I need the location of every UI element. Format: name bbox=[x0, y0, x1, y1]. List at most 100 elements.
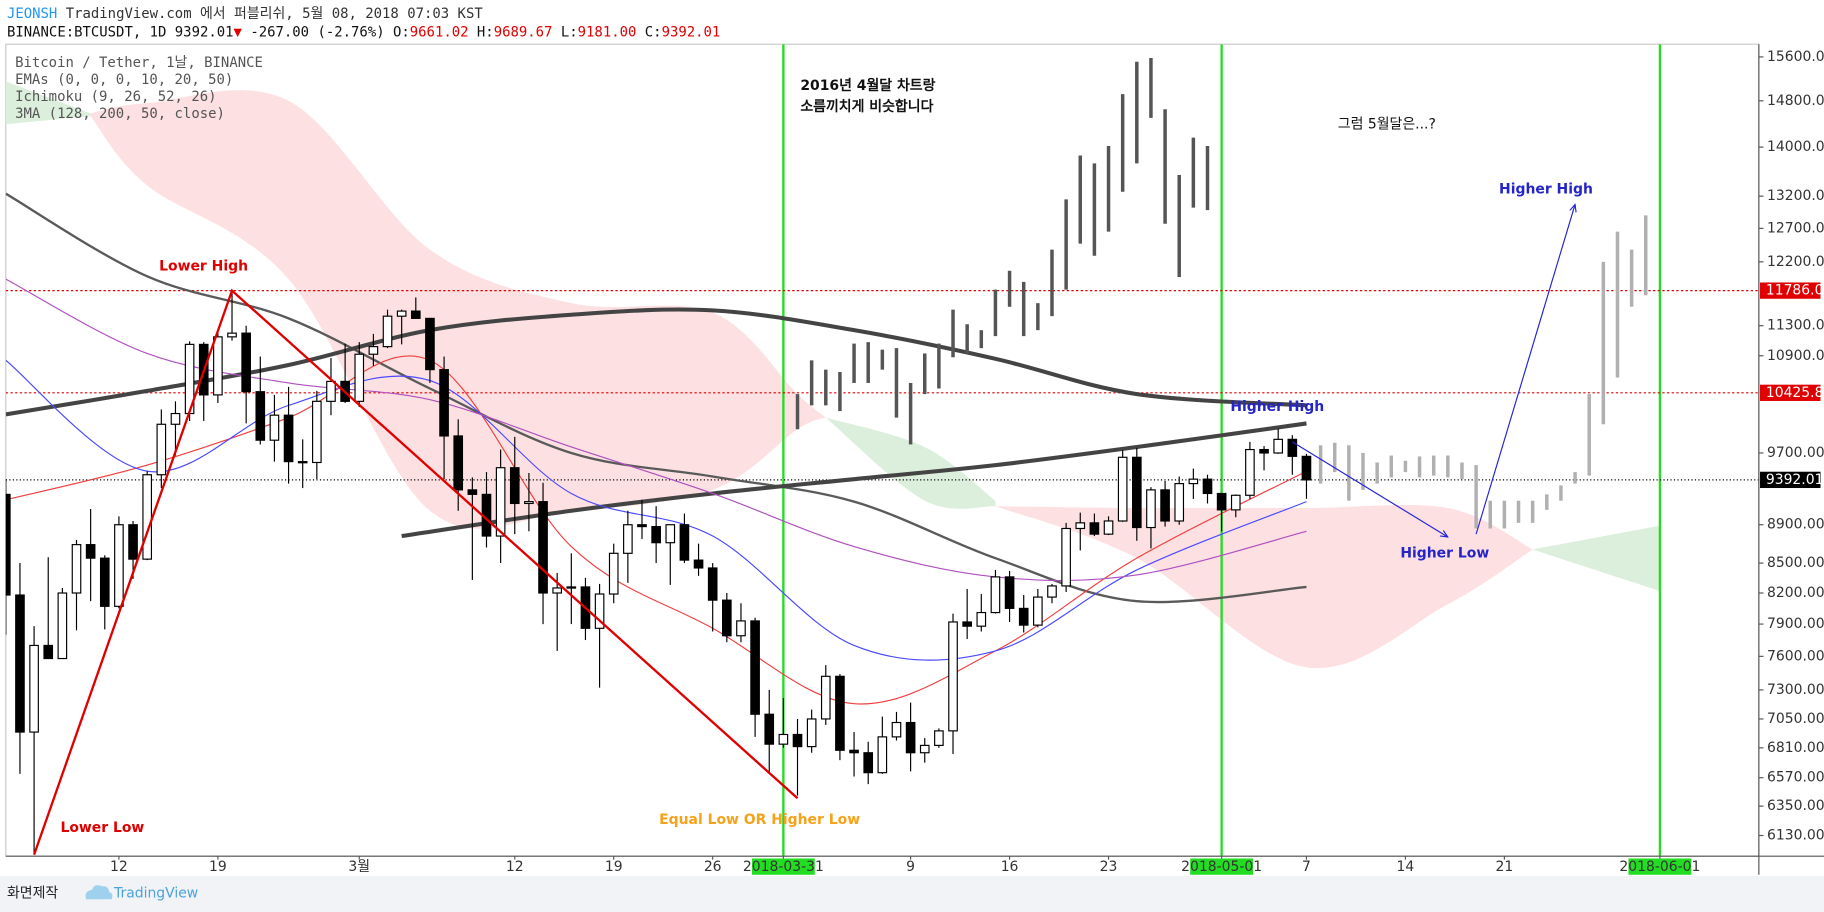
y-tick-label: 8500.00 bbox=[1767, 555, 1824, 571]
x-tick-label: 21 bbox=[1496, 859, 1514, 875]
y-tick-label: 6350.00 bbox=[1767, 798, 1824, 814]
y-tick-label: 11300.00 bbox=[1767, 318, 1824, 334]
candle-body bbox=[269, 414, 280, 441]
candle-body bbox=[1117, 456, 1128, 522]
moving-average bbox=[5, 307, 1307, 417]
candle-body bbox=[623, 524, 633, 554]
candle-body bbox=[976, 611, 987, 627]
candle-body bbox=[736, 620, 746, 637]
candle-body bbox=[849, 749, 859, 754]
candle-body bbox=[778, 733, 789, 745]
candle-body bbox=[170, 412, 181, 425]
candle-body bbox=[750, 620, 760, 715]
price-badge-label: 9392.01 bbox=[1766, 472, 1824, 488]
candle-body bbox=[1188, 478, 1199, 485]
y-tick-label: 14800.00 bbox=[1767, 93, 1824, 109]
candle-body bbox=[495, 467, 506, 537]
footer-label: 화면제작 bbox=[7, 885, 58, 901]
candle-body bbox=[1061, 527, 1071, 587]
candle-body bbox=[905, 721, 916, 754]
candle-body bbox=[1245, 448, 1255, 496]
header-part: -267.00 (-2.76%) O: bbox=[242, 25, 410, 41]
candle-body bbox=[1259, 448, 1269, 454]
candle-body bbox=[835, 675, 845, 751]
candle-body bbox=[1131, 456, 1142, 529]
candle-body bbox=[524, 501, 534, 505]
trend-drawing bbox=[1475, 204, 1575, 535]
legend-entry: Ichimoku (9, 26, 52, 26) bbox=[15, 89, 216, 105]
header-part: H: bbox=[469, 25, 494, 41]
x-tick-label: 19 bbox=[605, 859, 623, 875]
candle-body bbox=[538, 501, 548, 594]
legend-entry: EMAs (0, 0, 0, 10, 20, 50) bbox=[15, 72, 233, 88]
header-publisher: JEONSH TradingView.com 에서 퍼블리쉬, 5월 08, 2… bbox=[7, 6, 483, 22]
header-part: L: bbox=[552, 25, 577, 41]
candle-body bbox=[368, 346, 379, 355]
header-part: BINANCE:BTCUSDT, 1D 9392.01 bbox=[7, 25, 234, 41]
y-tick-label: 6570.00 bbox=[1767, 770, 1824, 786]
x-tick-label: 12 bbox=[506, 859, 524, 875]
candle-body bbox=[1301, 455, 1312, 481]
candle-body bbox=[326, 380, 336, 402]
ichimoku-cloud bbox=[825, 417, 996, 509]
candle-body bbox=[99, 557, 110, 607]
candle-body bbox=[1174, 483, 1185, 522]
footer-brand: TradingView bbox=[113, 885, 198, 901]
candle-body bbox=[1230, 494, 1241, 511]
x-tick-highlight bbox=[1190, 858, 1254, 875]
candle-body bbox=[863, 752, 874, 774]
footer-bar bbox=[0, 875, 1824, 912]
candle-body bbox=[552, 587, 562, 594]
moving-average bbox=[5, 359, 1307, 661]
candle-body bbox=[241, 332, 251, 393]
header-part: TradingView.com 에서 퍼블리쉬, 5월 08, 2018 07:… bbox=[57, 6, 483, 22]
candle-body bbox=[1089, 522, 1100, 535]
candle-body bbox=[114, 524, 124, 607]
candle-body bbox=[665, 524, 676, 544]
candle-body bbox=[283, 414, 294, 463]
header-part: ▼ bbox=[234, 25, 243, 41]
candle-body bbox=[5, 493, 11, 596]
annotation: Higher High bbox=[1230, 399, 1324, 415]
candle-body bbox=[990, 576, 1001, 614]
candle-body bbox=[354, 353, 365, 402]
y-tick-label: 12700.00 bbox=[1767, 220, 1824, 236]
x-tick-label: 23 bbox=[1100, 859, 1118, 875]
x-tick-label: 2018-06-01 bbox=[1619, 859, 1700, 875]
candle-body bbox=[255, 391, 266, 441]
candle-body bbox=[1018, 607, 1029, 626]
candle-body bbox=[227, 332, 237, 338]
candle-body bbox=[1287, 438, 1298, 457]
candle-body bbox=[453, 435, 464, 491]
y-tick-label: 6810.00 bbox=[1767, 740, 1824, 756]
x-tick-highlight bbox=[1628, 858, 1692, 875]
candle-body bbox=[820, 675, 831, 720]
annotation: Lower High bbox=[159, 258, 248, 274]
candle-body bbox=[467, 489, 478, 495]
header-part: 9392.01 bbox=[662, 25, 721, 41]
candle-body bbox=[382, 315, 393, 348]
ichimoku-cloud bbox=[90, 90, 826, 529]
moving-average bbox=[401, 421, 1307, 539]
candle-body bbox=[57, 592, 68, 660]
candle-body bbox=[439, 369, 449, 437]
candle-body bbox=[679, 524, 690, 561]
annotation: Higher Low bbox=[1400, 546, 1489, 562]
price-badge-label: 10425.85 bbox=[1766, 385, 1824, 401]
candle-body bbox=[425, 317, 435, 371]
annotation: 2016년 4월달 차트랑 bbox=[800, 77, 935, 94]
candle-body bbox=[919, 744, 930, 754]
y-tick-label: 8200.00 bbox=[1767, 585, 1824, 601]
candle-body bbox=[297, 461, 308, 464]
candle-body bbox=[1004, 576, 1015, 609]
candle-body bbox=[156, 423, 167, 476]
x-tick-label: 19 bbox=[209, 859, 227, 875]
price-badge bbox=[1760, 384, 1821, 401]
annotation: Equal Low OR Higher Low bbox=[659, 812, 860, 828]
y-tick-label: 7050.00 bbox=[1767, 711, 1824, 727]
legend-entry: Bitcoin / Tether, 1날, BINANCE bbox=[15, 55, 263, 71]
candle-body bbox=[637, 524, 647, 528]
